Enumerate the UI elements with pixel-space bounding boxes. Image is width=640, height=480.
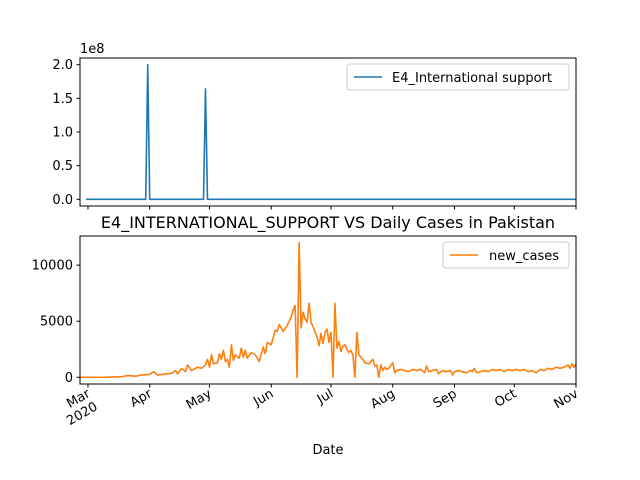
x-tick-label: Jun: [250, 386, 276, 410]
top-legend-box: [346, 63, 570, 91]
top-scale-label: 1e8: [80, 42, 105, 57]
top-y-ticks: 0.0 0.5 1.0 1.5 2.0: [52, 58, 80, 208]
bottom-y-ticks: 0 5000 10000: [32, 259, 80, 386]
y-tick-label: 0.0: [52, 193, 73, 208]
y-tick-label: 1.5: [52, 92, 73, 107]
y-tick-label: 0.5: [52, 159, 73, 174]
x-tick-label: Jul: [314, 386, 336, 407]
bottom-legend-box: [442, 241, 570, 269]
x-tick-label: May: [184, 386, 215, 413]
x-tick-label: Sep: [431, 386, 460, 411]
bottom-plot-area: [79, 241, 577, 379]
y-tick-label: 10000: [32, 259, 73, 274]
x-tick-label: Mar2020: [57, 386, 101, 429]
bottom-subplot: E4_INTERNATIONAL_SUPPORT VS Daily Cases …: [32, 213, 582, 458]
top-legend: E4_International support: [346, 63, 570, 91]
top-plot-area: [85, 63, 576, 201]
top-legend-label: E4_International support: [392, 71, 552, 86]
y-tick-label: 0: [65, 371, 73, 386]
bottom-x-axis-label: Date: [312, 443, 343, 458]
top-x-ticks: [87, 206, 577, 210]
series-line: [79, 241, 577, 379]
bottom-x-ticks: Mar2020 Apr May Jun Jul Aug Sep Oct Nov: [57, 384, 582, 429]
x-tick-label: Nov: [552, 386, 582, 412]
bottom-legend: new_cases: [442, 241, 570, 269]
series-line: [85, 63, 576, 201]
x-tick-label: Aug: [368, 386, 397, 412]
x-tick-label: Oct: [492, 386, 519, 410]
y-tick-label: 5000: [40, 315, 73, 330]
bottom-axes-frame: [79, 235, 577, 385]
bottom-title: E4_INTERNATIONAL_SUPPORT VS Daily Cases …: [101, 213, 555, 233]
y-tick-label: 2.0: [52, 58, 73, 73]
x-tick-label: Apr: [128, 386, 156, 411]
top-axes-frame: [79, 57, 577, 207]
top-subplot: 1e8 0.0 0.5 1.0 1.5 2.0 E4_International sup…: [52, 42, 577, 210]
bottom-legend-label: new_cases: [489, 249, 559, 264]
y-tick-label: 1.0: [52, 126, 73, 141]
